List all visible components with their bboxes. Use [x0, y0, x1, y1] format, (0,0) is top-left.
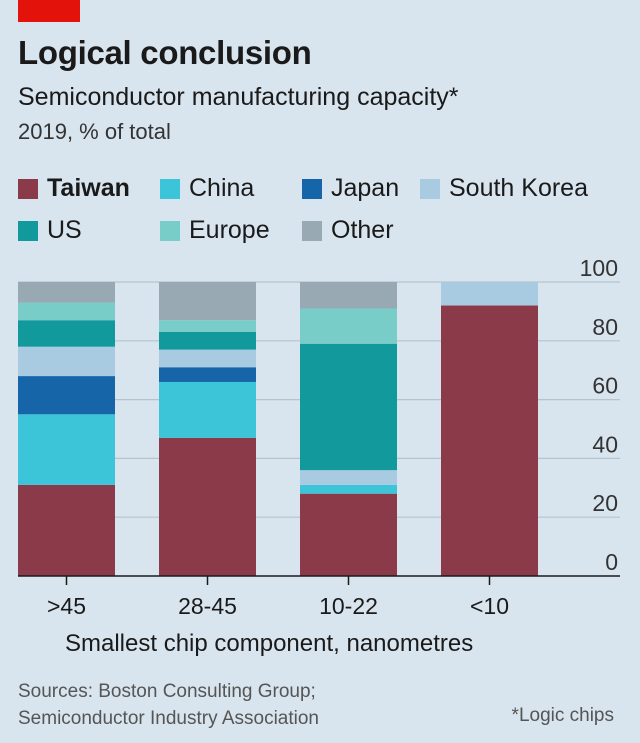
y-tick-label: 60	[592, 373, 618, 399]
bar-segment-japan	[18, 376, 115, 415]
legend-item-south-korea: South Korea	[420, 174, 588, 203]
legend-item-taiwan: Taiwan	[18, 174, 130, 203]
legend-item-other: Other	[302, 216, 394, 245]
legend-label-other: Other	[331, 216, 394, 244]
legend-item-europe: Europe	[160, 216, 270, 245]
stacked-bar-chart: 0 20 40 60 80 100 >45 28-45 10-22 <10	[18, 255, 620, 619]
bar-segment-taiwan	[159, 437, 256, 576]
chart-subtitle: Semiconductor manufacturing capacity*	[18, 83, 459, 111]
y-tick-label: 20	[592, 490, 618, 516]
bar-segment-taiwan	[18, 484, 115, 576]
legend-swatch-other	[302, 220, 322, 241]
legend-item-japan: Japan	[302, 174, 399, 203]
bar-segment-china	[300, 484, 397, 494]
legend-swatch-europe	[160, 220, 180, 241]
bar-segment-taiwan	[300, 493, 397, 576]
bar-segment-europe	[18, 302, 115, 321]
x-tick-label: <10	[470, 593, 509, 619]
chart-unit: 2019, % of total	[18, 119, 171, 144]
bar-segment-south-korea	[159, 349, 256, 368]
bar-segment-south-korea	[300, 470, 397, 485]
bar-segment-taiwan	[441, 305, 538, 576]
legend-item-us: US	[18, 216, 82, 245]
legend-label-japan: Japan	[331, 174, 400, 202]
legend-swatch-china	[160, 178, 180, 199]
chart-title: Logical conclusion	[18, 34, 312, 71]
bar-segment-us	[300, 343, 397, 471]
brand-tag	[18, 0, 80, 22]
y-tick-label: 80	[592, 314, 618, 340]
legend-item-china: China	[160, 174, 254, 203]
legend-label-china: China	[189, 174, 255, 202]
bar-segment-europe	[300, 308, 397, 344]
legend-swatch-us	[18, 220, 38, 241]
x-tick-label: 10-22	[319, 593, 378, 619]
legend-label-europe: Europe	[189, 216, 270, 244]
bar-segment-other	[18, 282, 115, 303]
bar-segment-europe	[159, 320, 256, 332]
legend-swatch-japan	[302, 178, 322, 199]
y-tick-label: 100	[580, 255, 618, 281]
legend-swatch-taiwan	[18, 178, 38, 199]
x-axis-title: Smallest chip component, nanometres	[65, 630, 474, 657]
bar-segment-south-korea	[18, 346, 115, 377]
y-tick-label: 40	[592, 431, 618, 457]
source-note: Sources: Boston Consulting Group; Semico…	[18, 678, 438, 732]
bar-segment-us	[18, 320, 115, 347]
y-tick-label: 0	[605, 549, 618, 575]
bar-segment-other	[159, 282, 256, 321]
bar-segment-other	[300, 282, 397, 309]
bar-segment-japan	[159, 367, 256, 382]
x-tick-label: 28-45	[178, 593, 237, 619]
legend-label-taiwan: Taiwan	[47, 174, 130, 202]
bar-segment-south-korea	[441, 282, 538, 306]
legend-swatch-south-korea	[420, 178, 440, 199]
source-line-2: Semiconductor Industry Association	[18, 708, 319, 729]
legend-label-south-korea: South Korea	[449, 174, 588, 202]
source-line-1: Sources: Boston Consulting Group;	[18, 681, 316, 702]
x-tick-label: >45	[47, 593, 86, 619]
bar-segment-china	[159, 381, 256, 438]
legend-label-us: US	[47, 216, 82, 244]
footnote: *Logic chips	[511, 705, 614, 726]
bar-segment-china	[18, 414, 115, 485]
bar-segment-us	[159, 331, 256, 350]
